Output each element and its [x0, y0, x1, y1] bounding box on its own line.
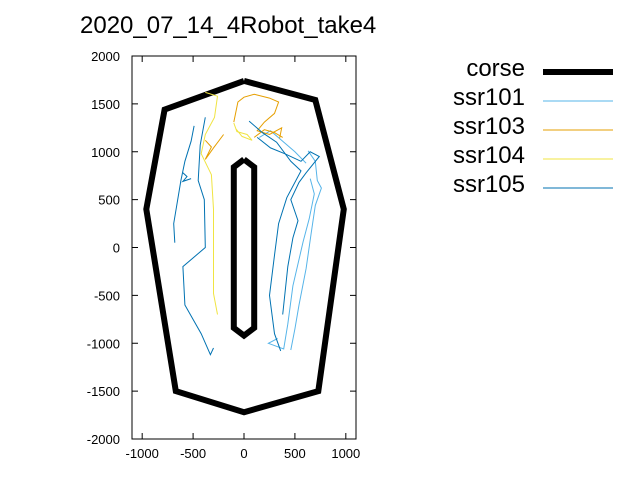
- series-line-corse: [230, 157, 258, 340]
- series-line-ssr105: [256, 137, 321, 315]
- series-line-ssr101: [267, 178, 315, 350]
- x-tick-label: 0: [240, 446, 247, 461]
- legend-label-ssr101: ssr101: [453, 84, 525, 111]
- series-line-ssr101: [290, 150, 322, 351]
- series-line-ssr103: [204, 134, 224, 160]
- y-tick-label: 1000: [91, 145, 120, 160]
- y-tick-label: 2000: [91, 49, 120, 64]
- y-tick-label: -2000: [87, 432, 120, 447]
- series-line-ssr101: [259, 130, 307, 164]
- axis-layer: -1000 -500 0 500 1000 -2000 -1500 -1000 -500 0 500…: [87, 49, 361, 461]
- series-line-ssr105: [248, 120, 302, 352]
- series-line-ssr104: [233, 122, 253, 141]
- y-tick-label: 1500: [91, 97, 120, 112]
- series-line-ssr104: [200, 91, 219, 315]
- y-tick-label: -1000: [87, 336, 120, 351]
- x-tick-label: -1000: [126, 446, 159, 461]
- legend-label-ssr103: ssr103: [453, 113, 525, 140]
- x-tick-label: 1000: [331, 446, 360, 461]
- series-line-ssr105: [182, 117, 214, 356]
- series-line-ssr103: [253, 129, 283, 138]
- series-line-ssr103: [233, 93, 283, 139]
- y-tick-label: 500: [98, 193, 120, 208]
- legend-label-ssr105: ssr105: [453, 171, 525, 198]
- chart-title: 2020_07_14_4Robot_take4: [80, 12, 376, 39]
- series-layer: [143, 78, 347, 416]
- legend-label-corse: corse: [466, 55, 525, 82]
- series-line-corse: [143, 78, 347, 416]
- x-tick-label: 500: [284, 446, 306, 461]
- series-line-ssr105: [181, 172, 192, 183]
- y-tick-label: 0: [113, 241, 120, 256]
- y-tick-label: -1500: [87, 384, 120, 399]
- legend-label-ssr104: ssr104: [453, 142, 525, 169]
- y-tick-label: -500: [94, 288, 120, 303]
- series-line-ssr105: [173, 125, 195, 243]
- x-tick-label: -500: [180, 446, 206, 461]
